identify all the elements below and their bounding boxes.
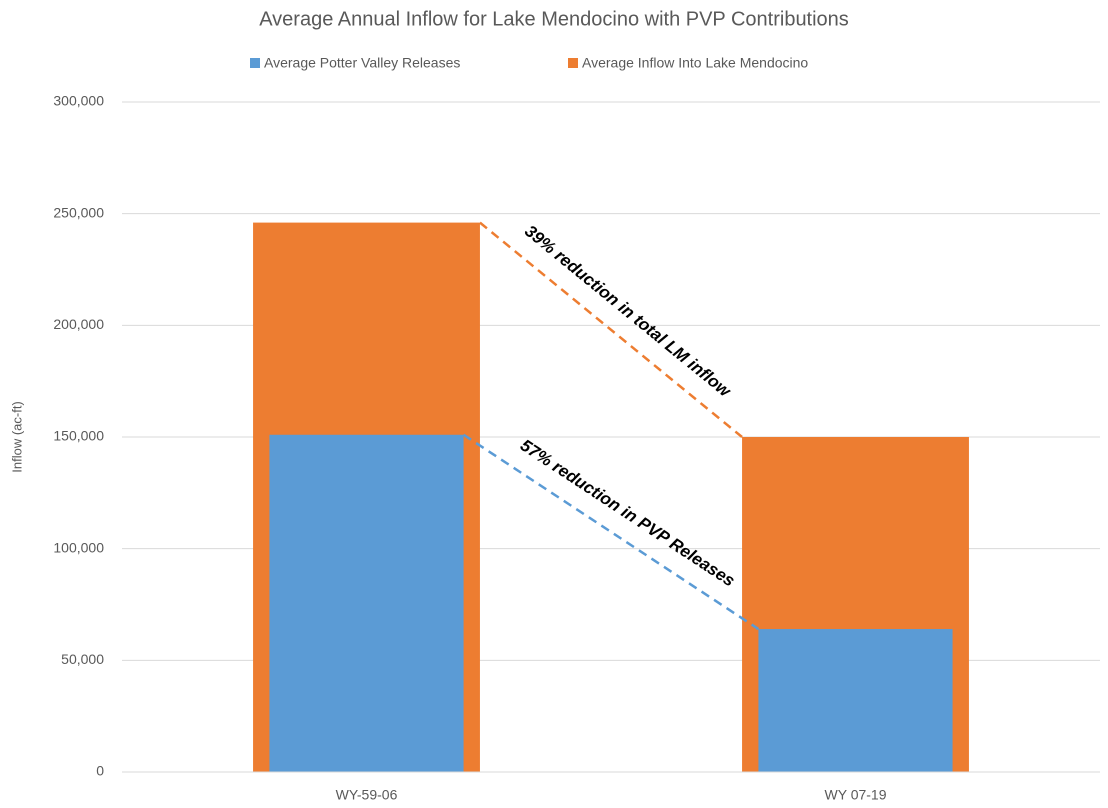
annotation: 57% reduction in PVP Releases xyxy=(517,436,738,591)
y-tick-label: 250,000 xyxy=(53,204,104,220)
chart-title: Average Annual Inflow for Lake Mendocino… xyxy=(259,8,849,30)
y-tick-label: 0 xyxy=(96,763,104,779)
y-axis-title: Inflow (ac-ft) xyxy=(9,401,24,473)
y-tick-label: 100,000 xyxy=(53,539,104,555)
connector xyxy=(479,221,743,438)
x-tick-label: WY-59-06 xyxy=(336,787,398,803)
y-tick-label: 300,000 xyxy=(53,93,104,109)
x-tick-label: WY 07-19 xyxy=(825,787,887,803)
y-tick-label: 200,000 xyxy=(53,316,104,332)
legend-swatch xyxy=(568,58,578,68)
legend-label: Average Inflow Into Lake Mendocino xyxy=(582,55,808,71)
annotation: 39% reduction in total LM inflow xyxy=(521,221,735,401)
connector xyxy=(462,433,760,631)
y-tick-label: 50,000 xyxy=(61,651,104,667)
legend-label: Average Potter Valley Releases xyxy=(264,55,460,71)
bar xyxy=(758,629,953,772)
bar xyxy=(269,434,464,772)
legend-swatch xyxy=(250,58,260,68)
y-tick-label: 150,000 xyxy=(53,428,104,444)
